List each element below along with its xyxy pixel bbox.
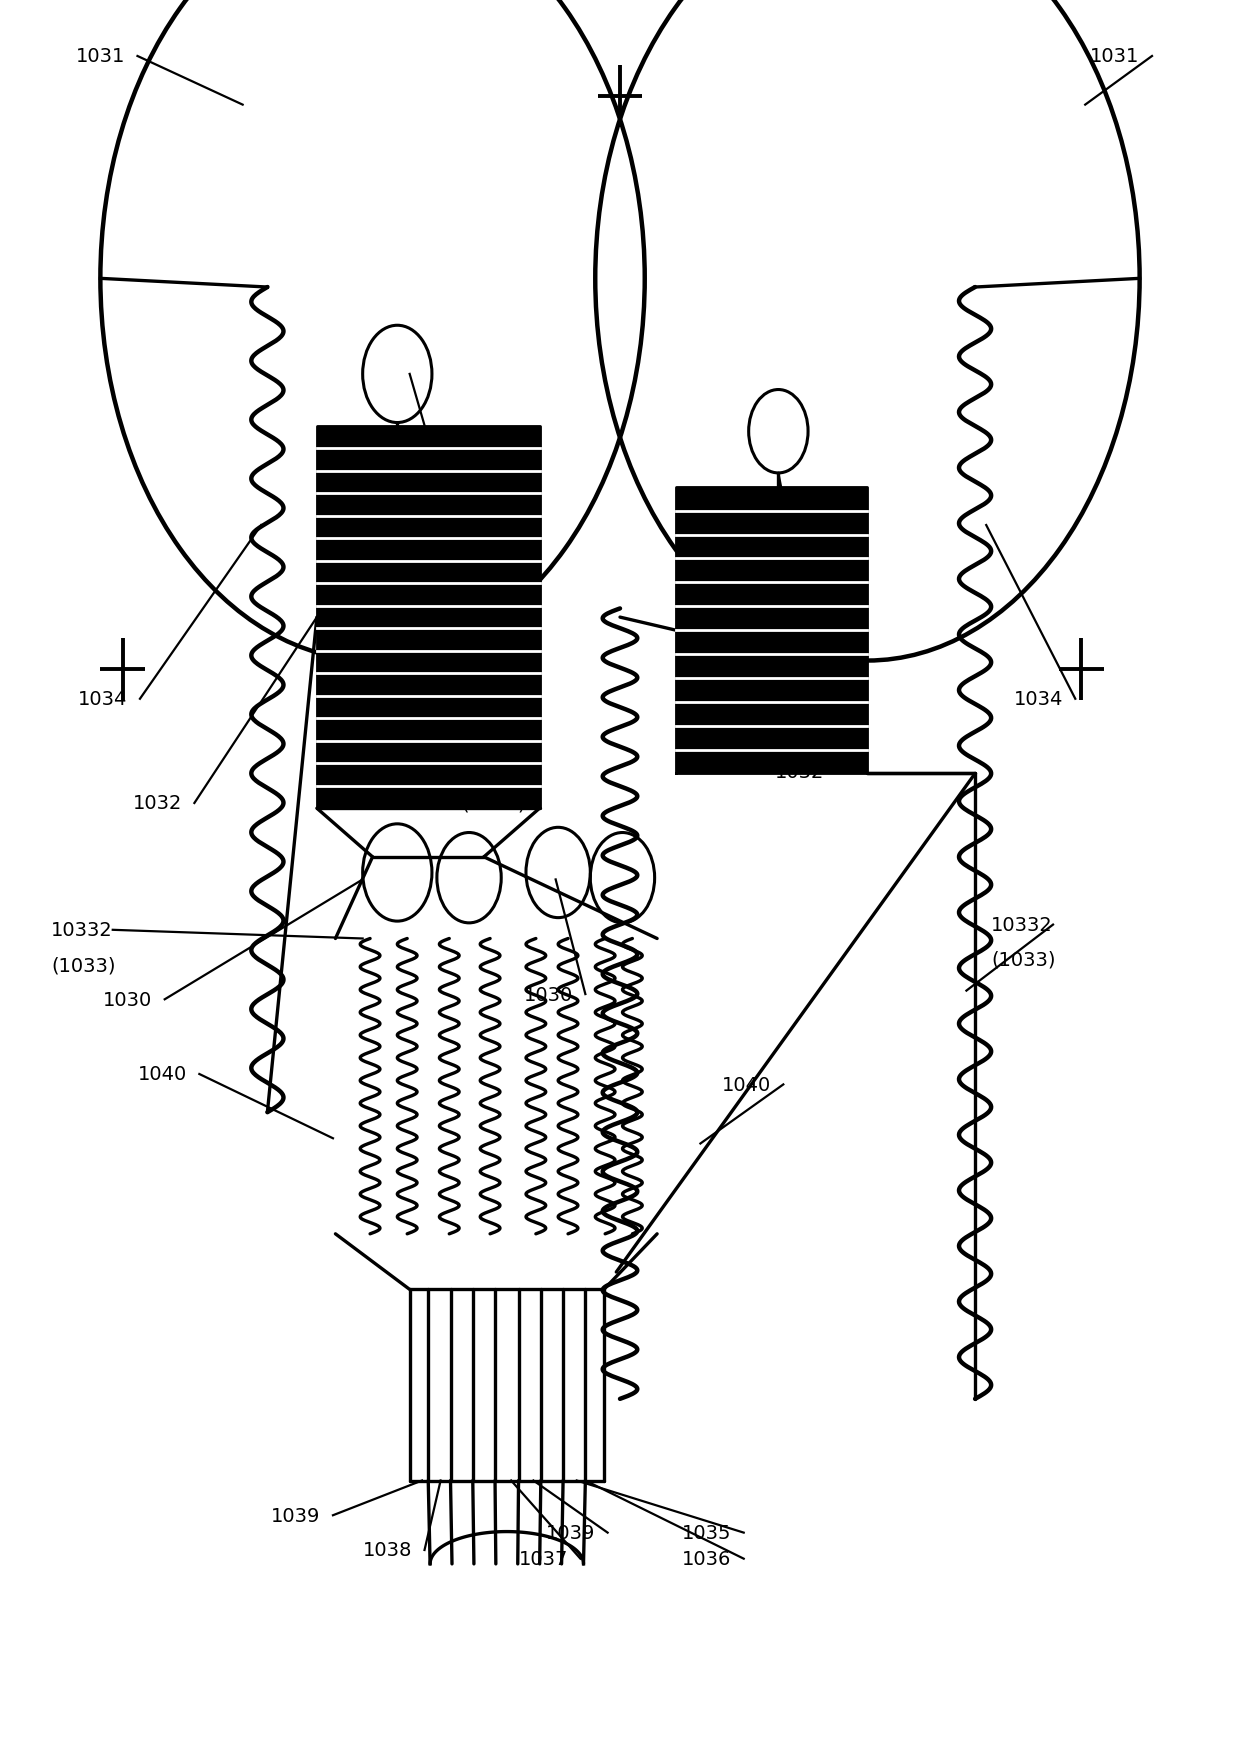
Text: 10332: 10332 — [51, 920, 113, 939]
Text: 1039: 1039 — [546, 1523, 595, 1542]
Text: (1033): (1033) — [991, 949, 1055, 969]
Polygon shape — [676, 487, 868, 774]
Polygon shape — [317, 426, 539, 809]
Text: 1035: 1035 — [682, 1523, 732, 1542]
Text: 1030: 1030 — [103, 989, 153, 1009]
Text: (1033): (1033) — [51, 955, 115, 974]
Text: 1030: 1030 — [523, 984, 573, 1003]
Text: 1038: 1038 — [362, 1541, 412, 1560]
Text: (1033): (1033) — [461, 795, 526, 814]
Text: 1031: 1031 — [76, 47, 125, 66]
Text: 1034: 1034 — [78, 690, 128, 710]
Text: 1031: 1031 — [1090, 47, 1140, 66]
Text: 1036: 1036 — [682, 1549, 732, 1569]
Text: 10331: 10331 — [461, 760, 523, 779]
Text: 1040: 1040 — [722, 1075, 771, 1094]
Text: 10332: 10332 — [991, 915, 1053, 934]
Text: 1034: 1034 — [1013, 690, 1063, 710]
Text: 1032: 1032 — [775, 763, 825, 783]
Text: 1040: 1040 — [138, 1064, 187, 1083]
Text: 1037: 1037 — [518, 1549, 568, 1569]
Text: 1039: 1039 — [272, 1506, 320, 1525]
Text: 1032: 1032 — [133, 795, 182, 814]
